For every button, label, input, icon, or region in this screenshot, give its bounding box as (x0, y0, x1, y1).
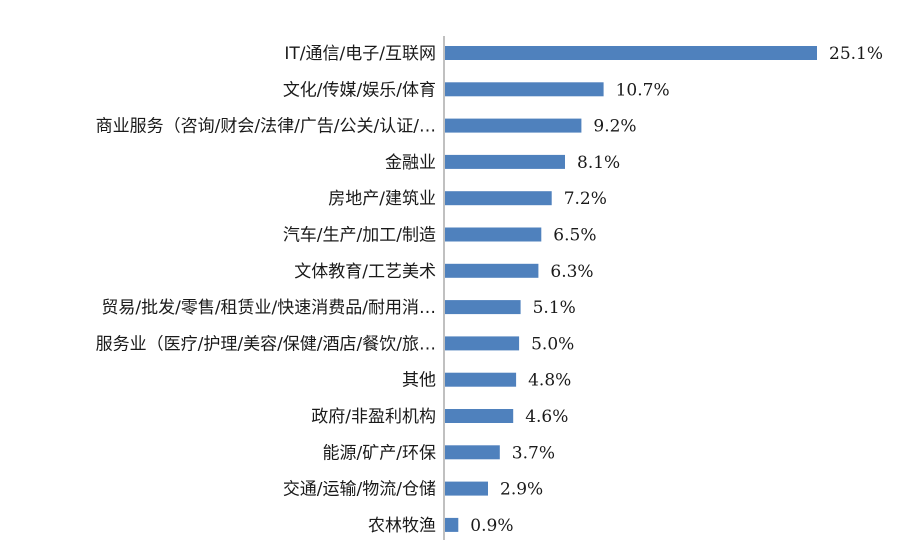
value-labels: 25.1% 10.7% 9.2% 8.1% 7.2% 6.5% 6.3% 5.1% 5.0% 4.… (470, 44, 883, 536)
category-label-4: 金融业 (385, 153, 436, 173)
bar-6 (445, 227, 542, 242)
category-labels: IT/通信/电子/互联网文化/传媒/娱乐/体育商业服务（咨询/财会/法律/广告/… (96, 44, 436, 536)
value-label-13: 2.9% (500, 480, 543, 500)
bar-13 (445, 481, 488, 496)
value-label-11: 4.6% (525, 407, 568, 427)
category-label-8: 贸易/批发/零售/租赁业/快速消费品/耐用消… (101, 298, 436, 318)
value-label-14: 0.9% (470, 516, 513, 536)
category-label-5: 房地产/建筑业 (328, 189, 436, 209)
value-label-4: 8.1% (577, 153, 620, 173)
bar-10 (445, 372, 517, 387)
bar-12 (445, 445, 500, 460)
bar-1 (445, 46, 817, 60)
category-label-6: 汽车/生产/加工/制造 (283, 226, 436, 246)
value-label-2: 10.7% (616, 80, 670, 100)
category-label-1: IT/通信/电子/互联网 (284, 44, 436, 64)
category-label-13: 交通/运输/物流/仓储 (283, 480, 436, 500)
value-label-5: 7.2% (564, 189, 607, 209)
value-label-6: 6.5% (553, 226, 596, 246)
category-label-14: 农林牧渔 (368, 516, 436, 536)
category-label-7: 文体教育/工艺美术 (294, 262, 436, 282)
bars-layer (445, 46, 817, 532)
category-label-10: 其他 (402, 371, 436, 391)
category-label-11: 政府/非盈利机构 (311, 407, 436, 427)
bar-8 (445, 300, 521, 315)
category-label-12: 能源/矿产/环保 (323, 443, 436, 463)
category-label-2: 文化/传媒/娱乐/体育 (283, 80, 436, 100)
bar-14 (445, 517, 459, 532)
value-label-8: 5.1% (533, 298, 576, 318)
category-label-9: 服务业（医疗/护理/美容/保健/酒店/餐饮/旅… (96, 334, 436, 354)
bar-4 (445, 154, 565, 169)
bar-11 (445, 409, 514, 423)
value-label-1: 25.1% (829, 44, 883, 64)
category-label-3: 商业服务（咨询/财会/法律/广告/公关/认证/… (96, 117, 436, 137)
value-label-9: 5.0% (531, 334, 574, 354)
bar-7 (445, 263, 539, 278)
value-label-10: 4.8% (528, 371, 571, 391)
bar-3 (445, 118, 582, 133)
bar-9 (445, 336, 520, 351)
bar-5 (445, 191, 552, 206)
value-label-3: 9.2% (593, 117, 636, 137)
value-label-7: 6.3% (550, 262, 593, 282)
bar-2 (445, 82, 604, 97)
value-label-12: 3.7% (512, 443, 555, 463)
